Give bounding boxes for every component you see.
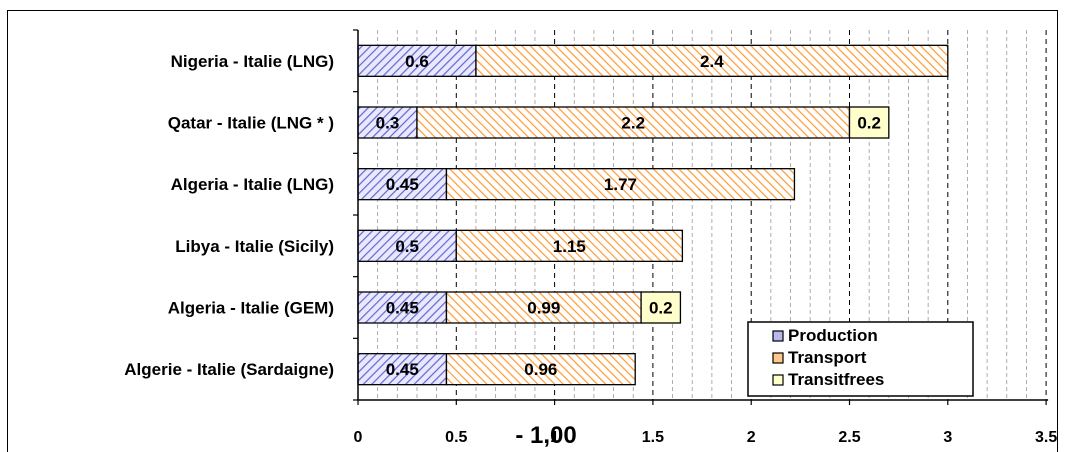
bar-production-4 bbox=[357, 291, 448, 324]
bar-transitfrees-4 bbox=[640, 291, 682, 324]
x-tick-label: 2.5 bbox=[838, 429, 860, 446]
legend-label-production: Production bbox=[788, 326, 878, 345]
data-label-production-4: 0.45 bbox=[386, 299, 419, 318]
bar-transitfrees-1 bbox=[848, 106, 890, 139]
category-label: Qatar - Italie (LNG * ) bbox=[168, 114, 334, 133]
x-tick-label: 1 bbox=[550, 429, 559, 446]
bar-transport-4 bbox=[445, 291, 642, 324]
bar-transport-2 bbox=[445, 168, 796, 201]
data-label-production-5: 0.45 bbox=[386, 360, 419, 379]
legend-label-transitfrees: Transitfrees bbox=[788, 370, 884, 389]
legend-swatch-production bbox=[772, 330, 784, 342]
bar-production-2 bbox=[357, 168, 448, 201]
data-label-transport-0: 2.4 bbox=[700, 52, 724, 71]
data-label-production-0: 0.6 bbox=[405, 52, 429, 71]
data-label-production-2: 0.45 bbox=[386, 175, 419, 194]
bars: 0.6 2.4 0.3 2.2 0.2 0.45 1.77 0.5 1.15 0.45 0.99 0.… bbox=[357, 44, 949, 386]
x-tick-label: 3 bbox=[943, 429, 952, 446]
legend-box bbox=[747, 321, 974, 397]
category-label: Algerie - Italie (Sardaigne) bbox=[124, 360, 334, 379]
data-label-transport-3: 1.15 bbox=[553, 237, 586, 256]
legend-label-transport: Transport bbox=[788, 348, 867, 367]
data-label-transport-1: 2.2 bbox=[621, 114, 645, 133]
legend-swatch-transport bbox=[772, 352, 784, 364]
data-label-transitfrees-1: 0.2 bbox=[857, 114, 881, 133]
bar-transport-1 bbox=[416, 106, 851, 139]
category-label: Nigeria - Italie (LNG) bbox=[171, 52, 334, 71]
data-label-transitfrees-4: 0.2 bbox=[649, 299, 673, 318]
data-label-production-3: 0.5 bbox=[395, 237, 419, 256]
x-tick-label: 0.5 bbox=[445, 429, 467, 446]
x-tick-label: 3.5 bbox=[1035, 429, 1057, 446]
category-label: Algeria - Italie (LNG) bbox=[171, 175, 334, 194]
x-tick-labels: 0 0.5 1 1.5 2 2.5 3 3.5 bbox=[354, 429, 1058, 446]
bar-transport-0 bbox=[475, 44, 949, 77]
category-label: Algeria - Italie (GEM) bbox=[168, 299, 334, 318]
data-label-transport-4: 0.99 bbox=[527, 299, 560, 318]
bar-transport-3 bbox=[455, 229, 684, 262]
axes bbox=[353, 29, 1049, 405]
x-axis-title: - 1,00 bbox=[515, 422, 576, 449]
data-label-production-1: 0.3 bbox=[376, 114, 400, 133]
category-label: Libya - Italie (Sicily) bbox=[175, 237, 334, 256]
x-tick-label: 2 bbox=[747, 429, 756, 446]
category-labels: Nigeria - Italie (LNG) Qatar - Italie (LN… bbox=[124, 52, 334, 379]
x-tick-label: 1.5 bbox=[642, 429, 664, 446]
x-tick-label: 0 bbox=[354, 429, 363, 446]
data-label-transport-5: 0.96 bbox=[524, 360, 557, 379]
legend-swatch-transitfrees bbox=[772, 374, 784, 386]
legend: Production Transport Transitfrees bbox=[747, 321, 974, 397]
bar-transport-5 bbox=[445, 353, 636, 386]
data-label-transport-2: 1.77 bbox=[604, 175, 637, 194]
